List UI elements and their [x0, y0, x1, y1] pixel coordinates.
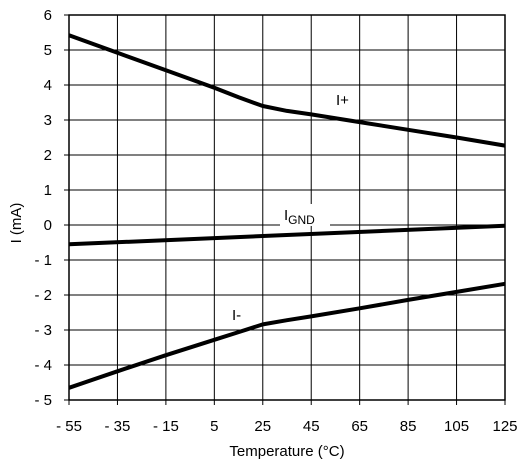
y-tick-label: 4 — [44, 77, 52, 94]
y-axis-title: I (mA) — [8, 203, 25, 244]
series-line-ignd — [68, 223, 506, 247]
x-tick-label: 125 — [492, 418, 517, 435]
series-line-i-plus — [68, 33, 506, 148]
x-tick-label: - 15 — [153, 418, 179, 435]
x-tick-label: 45 — [303, 418, 320, 435]
y-tick-label: 6 — [44, 7, 52, 24]
x-tick-label: - 55 — [56, 418, 82, 435]
x-tick-label: 105 — [444, 418, 469, 435]
y-tick-label: - 3 — [34, 322, 52, 339]
series-label-i-plus: I+ — [336, 92, 349, 109]
y-tick-label: 5 — [44, 42, 52, 59]
y-tick-label: 3 — [44, 112, 52, 129]
series-label-ignd: IGND — [284, 207, 315, 227]
series-line-i-minus — [68, 281, 506, 390]
series-labels: I+ IGND I- — [232, 92, 349, 324]
x-tick-label: 5 — [210, 418, 218, 435]
x-tick-label: 85 — [400, 418, 417, 435]
x-tick-label: 25 — [254, 418, 271, 435]
y-tick-label: - 1 — [34, 252, 52, 269]
series-lines — [68, 33, 506, 390]
x-tick-label: - 35 — [105, 418, 131, 435]
series-label-ignd-background — [280, 204, 330, 226]
y-tick-label: 1 — [44, 182, 52, 199]
y-tick-label: 2 — [44, 147, 52, 164]
x-tick-label: 65 — [351, 418, 368, 435]
plot-border — [68, 14, 506, 401]
y-tick-label: 0 — [44, 217, 52, 234]
axes: - 55- 35- 15 5 25 45 65 85 105 125- 5- 4- 3- 2-… — [34, 7, 517, 435]
series-label-i-minus: I- — [232, 307, 241, 324]
y-tick-label: - 4 — [34, 357, 52, 374]
y-tick-label: - 2 — [34, 287, 52, 304]
x-axis-title: Temperature (°C) — [229, 443, 344, 460]
y-tick-label: - 5 — [34, 392, 52, 409]
